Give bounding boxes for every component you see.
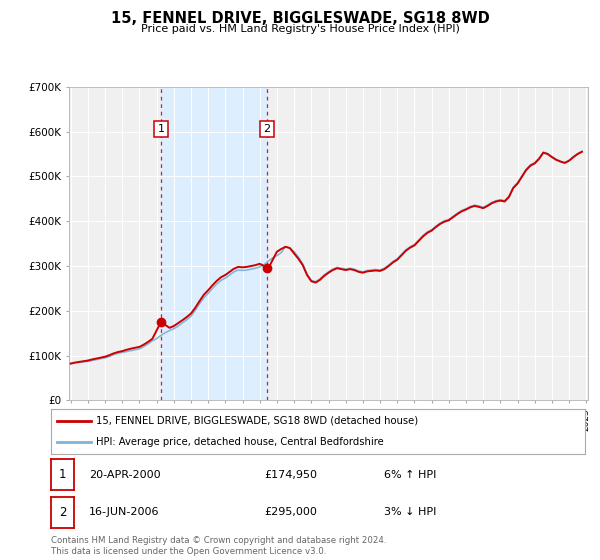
Text: 16-JUN-2006: 16-JUN-2006 [89,507,160,517]
Text: 2: 2 [59,506,66,519]
Text: 1: 1 [157,124,164,134]
Text: £174,950: £174,950 [264,470,317,479]
Text: 1: 1 [59,468,66,481]
Text: Price paid vs. HM Land Registry's House Price Index (HPI): Price paid vs. HM Land Registry's House … [140,24,460,34]
Text: 3% ↓ HPI: 3% ↓ HPI [384,507,436,517]
Bar [161,87,267,400]
Text: 15, FENNEL DRIVE, BIGGLESWADE, SG18 8WD: 15, FENNEL DRIVE, BIGGLESWADE, SG18 8WD [110,11,490,26]
Text: HPI: Average price, detached house, Central Bedfordshire: HPI: Average price, detached house, Cent… [97,436,384,446]
Text: £295,000: £295,000 [264,507,317,517]
Text: 6% ↑ HPI: 6% ↑ HPI [384,470,436,479]
Text: 2: 2 [263,124,271,134]
Text: Contains HM Land Registry data © Crown copyright and database right 2024.
This d: Contains HM Land Registry data © Crown c… [51,536,386,556]
Text: 20-APR-2000: 20-APR-2000 [89,470,160,479]
Text: 15, FENNEL DRIVE, BIGGLESWADE, SG18 8WD (detached house): 15, FENNEL DRIVE, BIGGLESWADE, SG18 8WD … [97,416,419,426]
